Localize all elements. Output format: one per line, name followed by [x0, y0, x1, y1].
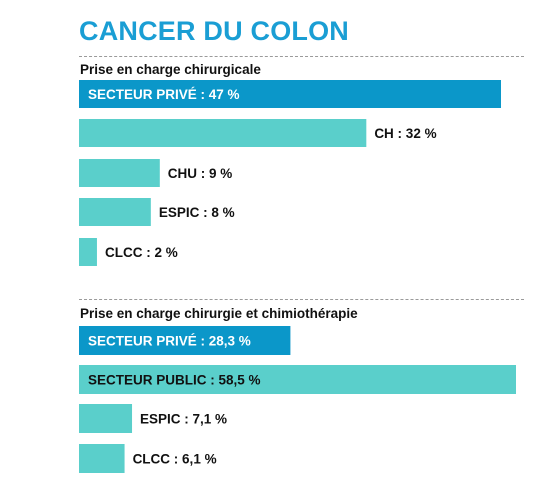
bar-2-3 [79, 404, 133, 433]
bar-label-2-1: SECTEUR PRIVÉ : 28,3 % [88, 334, 251, 349]
bar-1-4 [79, 198, 151, 226]
bar-label-1-2: CH : 32 % [374, 126, 436, 141]
bar-label-1-5: CLCC : 2 % [105, 245, 178, 260]
bar-label-1-3: CHU : 9 % [168, 166, 233, 181]
bar-label-1-1: SECTEUR PRIVÉ : 47 % [88, 87, 240, 102]
middle-divider [79, 299, 524, 300]
bar-label-1-4: ESPIC : 8 % [159, 205, 235, 220]
bar-2-4 [79, 444, 125, 473]
section-title-surgery: Prise en charge chirurgicale [80, 62, 261, 77]
top-divider [79, 56, 524, 57]
bar-1-1 [79, 80, 501, 108]
bar-label-2-4: CLCC : 6,1 % [133, 452, 217, 467]
bar-2-1 [79, 326, 291, 355]
bar-label-2-2: SECTEUR PUBLIC : 58,5 % [88, 373, 261, 388]
page-title: CANCER DU COLON [79, 16, 349, 46]
bar-1-3 [79, 159, 160, 187]
bar-2-2 [79, 365, 516, 394]
bar-label-2-3: ESPIC : 7,1 % [140, 412, 227, 427]
bar-1-5 [79, 238, 97, 266]
section-title-surgery-chemo: Prise en charge chirurgie et chimiothéra… [80, 306, 358, 321]
bar-1-2 [79, 119, 367, 147]
